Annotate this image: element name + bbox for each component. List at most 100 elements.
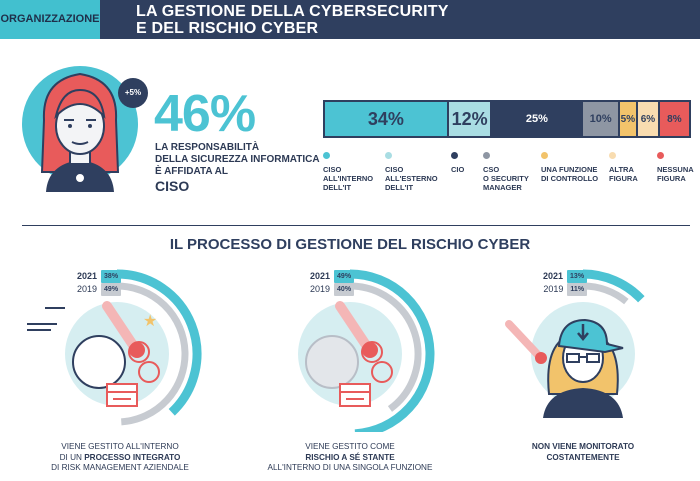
change-badge: +5% — [118, 78, 148, 108]
title-line-2: E DEL RISCHIO CYBER — [136, 20, 319, 37]
meteor-trail-icon — [102, 301, 140, 353]
pct-2019-label: 40% — [334, 283, 355, 296]
legend-text-line-1: ALTRA — [609, 165, 634, 174]
resp-line-1: LA RESPONSABILITÀ — [155, 142, 260, 153]
year-row-2019: 2019 40% — [310, 283, 355, 296]
legend-item-4: CSO O SECURITY MANAGER — [483, 152, 529, 192]
header-bar: ORGANIZZAZIONE LA GESTIONE DELLA CYBERSE… — [0, 0, 700, 39]
year-row-2019: 2019 49% — [77, 283, 122, 296]
ring-2019-arc — [349, 282, 422, 412]
meteor-icon — [129, 342, 145, 358]
legend-text-line-2: FIGURA — [609, 174, 638, 183]
caption-line-2: COSTANTEMENTE — [546, 452, 620, 462]
legend-item-5: UNA FUNZIONE DI CONTROLLO — [541, 152, 598, 183]
legend-dot — [483, 152, 490, 159]
target-circle-icon — [371, 361, 393, 383]
legend-dot — [609, 152, 616, 159]
year-2019-label: 2019 — [543, 284, 564, 294]
process-rings-2 — [298, 269, 435, 432]
page-title: LA GESTIONE DELLA CYBERSECURITY E DEL RI… — [136, 3, 449, 37]
meteor-trail-icon — [505, 320, 543, 360]
legend-text-line-1: NESSUNA — [657, 165, 694, 174]
process-caption-2: VIENE GESTITO COME RISCHIO A SÉ STANTE ALL… — [250, 442, 450, 474]
responsibility-stacked-bar: 34% 12% 25% 10% 5% 6% 8% — [323, 100, 691, 138]
meteor-icon — [535, 352, 547, 364]
year-2019-label: 2019 — [77, 284, 98, 294]
legend-dot — [451, 152, 458, 159]
ring-2019-arc — [582, 282, 629, 305]
legend-text-line-2: FIGURA — [657, 174, 686, 183]
caption-line-2: RISCHIO A SÉ STANTE — [305, 452, 395, 462]
caption-line-3: ALL'INTERNO DI UNA SINGOLA FUNZIONE — [267, 463, 433, 472]
year-row-2021: 2021 49% — [310, 270, 355, 283]
legend-text-line-1: CIO — [451, 165, 465, 174]
legend-text-line-3: DELL'IT — [323, 183, 352, 192]
ring-2021-arc — [349, 269, 435, 432]
ring-2021-arc — [116, 269, 202, 416]
speed-lines-icon — [27, 307, 65, 331]
resp-ciso: CISO — [155, 178, 190, 194]
legend-text-line-2: ALL'ESTERNO — [385, 174, 438, 183]
meteor-trail-icon — [335, 301, 373, 353]
caption-line-3: DI RISK MANAGEMENT AZIENDALE — [51, 463, 189, 472]
bar-segment-2: 12% — [448, 102, 493, 136]
year-2021-label: 2021 — [310, 271, 331, 281]
bar-segment-3: 25% — [492, 102, 584, 136]
year-row-2021: 2021 13% — [543, 270, 588, 283]
year-labels-2: 2021 49% 2019 40% — [310, 270, 355, 296]
legend-dot — [541, 152, 548, 159]
legend-text-line-1: CISO — [385, 165, 404, 174]
ciso-avatar-illustration — [22, 66, 138, 192]
caption-line-1: NON VIENE MONITORATO — [531, 442, 635, 451]
year-row-2021: 2021 38% — [77, 270, 122, 283]
caption-line-1: VIENE GESTITO COME — [305, 442, 395, 451]
legend-text-line-2: DI CONTROLLO — [541, 174, 599, 183]
resp-line-2: DELLA SICUREZZA INFORMATICA — [155, 154, 320, 165]
target-circle-icon — [361, 341, 383, 363]
person-body-icon — [543, 388, 623, 418]
star-icon: ★ — [143, 313, 157, 330]
form-lines-icon — [340, 391, 370, 400]
legend-item-6: ALTRA FIGURA — [609, 152, 638, 183]
pct-2021-label: 38% — [101, 270, 122, 283]
caption-line-2: DI UN PROCESSO INTEGRATO — [59, 452, 181, 462]
moon-icon — [72, 335, 126, 389]
legend-dot — [657, 152, 664, 159]
process-rings-1: ★ — [27, 269, 202, 426]
moon-icon — [305, 335, 359, 389]
legend-text-line-3: MANAGER — [483, 183, 522, 192]
legend-dot — [323, 152, 330, 159]
legend-text-line-1: CSO — [483, 165, 500, 174]
legend-item-3: CIO — [451, 152, 464, 174]
section-tag: ORGANIZZAZIONE — [0, 0, 100, 39]
process-title: IL PROCESSO DI GESTIONE DEL RISCHIO CYBE… — [169, 236, 531, 253]
title-line-1: LA GESTIONE DELLA CYBERSECURITY — [136, 3, 449, 20]
bar-segment-1: 34% — [325, 102, 449, 136]
legend-text-line-3: DELL'IT — [385, 183, 414, 192]
bar-segment-6: 6% — [638, 102, 660, 136]
bar-segment-5: 5% — [619, 102, 638, 136]
pct-2021-label: 13% — [567, 270, 588, 283]
risk-form-icon — [106, 383, 138, 407]
legend-text-line-1: CISO — [323, 165, 342, 174]
form-lines-icon — [107, 391, 137, 400]
caption-line-1: VIENE GESTITO ALL'INTERNO — [61, 442, 179, 451]
ciso-responsibility-text: LA RESPONSABILITÀ DELLA SICUREZZA INFORM… — [155, 142, 320, 194]
process-caption-3: NON VIENE MONITORATO COSTANTEMENTE — [483, 442, 683, 463]
legend-text-line-1: UNA FUNZIONE — [541, 165, 598, 174]
pct-2019-label: 11% — [567, 283, 588, 296]
year-2021-label: 2021 — [543, 271, 564, 281]
target-circle-icon — [138, 361, 160, 383]
legend-item-2: CISO ALL'ESTERNO DELL'IT — [385, 152, 438, 192]
ring-2019-arc — [116, 282, 189, 426]
pct-2019-label: 49% — [101, 283, 122, 296]
pct-2021-label: 49% — [334, 270, 355, 283]
year-row-2019: 2019 11% — [543, 283, 588, 296]
bar-segment-4: 10% — [583, 102, 620, 136]
ring-2021-arc — [582, 269, 645, 303]
year-labels-1: 2021 38% 2019 49% — [77, 270, 122, 296]
arrow-down-icon — [577, 324, 589, 341]
risk-form-icon — [339, 383, 371, 407]
legend-item-1: CISO ALL'INTERNO DELL'IT — [323, 152, 373, 192]
legend-text-line-2: ALL'INTERNO — [323, 174, 374, 183]
